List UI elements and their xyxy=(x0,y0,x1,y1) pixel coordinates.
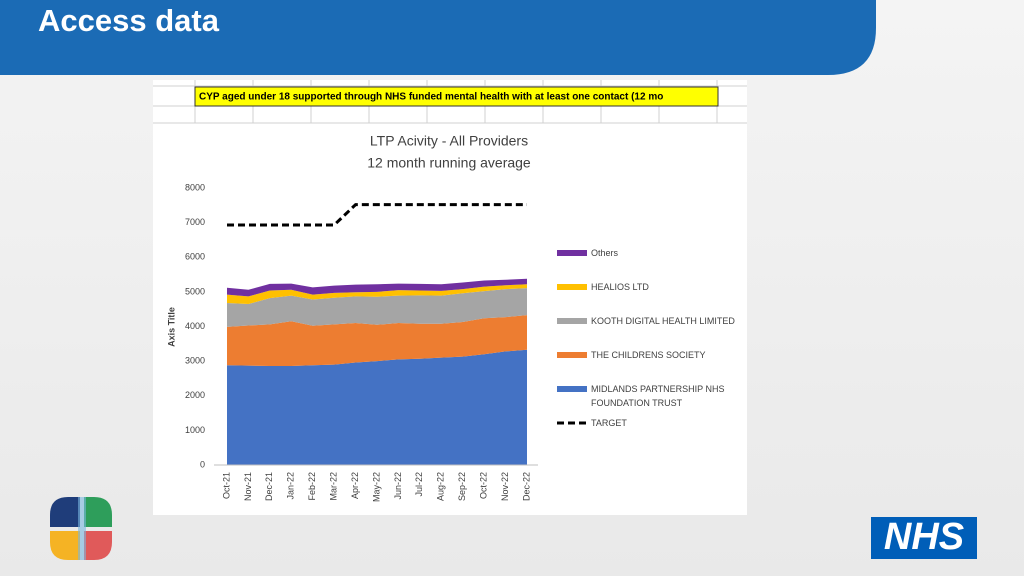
x-tick-label: Dec-22 xyxy=(521,472,531,501)
y-tick-label: 5000 xyxy=(185,286,205,296)
y-tick-label: 4000 xyxy=(185,321,205,331)
area-segment xyxy=(227,288,527,327)
x-tick-label: Sep-22 xyxy=(457,472,467,501)
x-tick-label: Dec-21 xyxy=(264,472,274,501)
x-tick-label: Oct-21 xyxy=(221,472,231,499)
x-tick-label: Apr-22 xyxy=(350,472,360,499)
x-tick-label: Jan-22 xyxy=(286,472,296,500)
x-tick-label: Jun-22 xyxy=(393,472,403,500)
y-tick-label: 1000 xyxy=(185,425,205,435)
area-segment xyxy=(227,315,527,366)
x-tick-label: Nov-22 xyxy=(500,472,510,501)
legend-swatch xyxy=(557,284,587,290)
x-tick-label: May-22 xyxy=(371,472,381,502)
area-segment xyxy=(227,349,527,465)
area-segment xyxy=(227,278,527,297)
legend-label: HEALIOS LTD xyxy=(591,282,649,292)
legend-label: TARGET xyxy=(591,418,627,428)
legend-label: THE CHILDRENS SOCIETY xyxy=(591,350,706,360)
legend-label: KOOTH DIGITAL HEALTH LIMITED xyxy=(591,316,735,326)
y-tick-label: 2000 xyxy=(185,390,205,400)
nhs-logo xyxy=(871,517,977,559)
y-tick-label: 3000 xyxy=(185,356,205,366)
legend-swatch xyxy=(557,386,587,392)
partner-logo xyxy=(50,497,112,560)
legend-swatch xyxy=(557,352,587,358)
x-tick-label: Jul-22 xyxy=(414,472,424,497)
cell-text: CYP aged under 18 supported through NHS … xyxy=(199,92,663,103)
x-tick-label: Nov-21 xyxy=(243,472,253,501)
y-tick-label: 7000 xyxy=(185,217,205,227)
chart-subtitle: 12 month running average xyxy=(367,155,531,171)
slide-title: Access data xyxy=(38,3,220,38)
x-tick-label: Feb-22 xyxy=(307,472,317,501)
y-tick-label: 0 xyxy=(200,459,205,469)
y-tick-label: 8000 xyxy=(185,182,205,192)
legend-label: Others xyxy=(591,248,619,258)
chart-title: LTP Acivity - All Providers xyxy=(370,133,528,149)
legend-swatch xyxy=(557,250,587,256)
nhs-logo-text: NHS xyxy=(884,516,964,558)
x-tick-label: Mar-22 xyxy=(329,472,339,501)
x-tick-label: Aug-22 xyxy=(436,472,446,501)
target-line xyxy=(227,203,527,227)
legend-label: MIDLANDS PARTNERSHIP NHS FOUNDATION TRUS… xyxy=(591,384,725,408)
y-tick-label: 6000 xyxy=(185,252,205,262)
area-segment xyxy=(227,284,527,304)
legend-swatch xyxy=(557,318,587,324)
header-band xyxy=(0,0,876,75)
highlight-cell xyxy=(194,86,719,107)
y-axis-title: Axis Title xyxy=(166,307,176,347)
x-tick-label: Oct-22 xyxy=(479,472,489,499)
